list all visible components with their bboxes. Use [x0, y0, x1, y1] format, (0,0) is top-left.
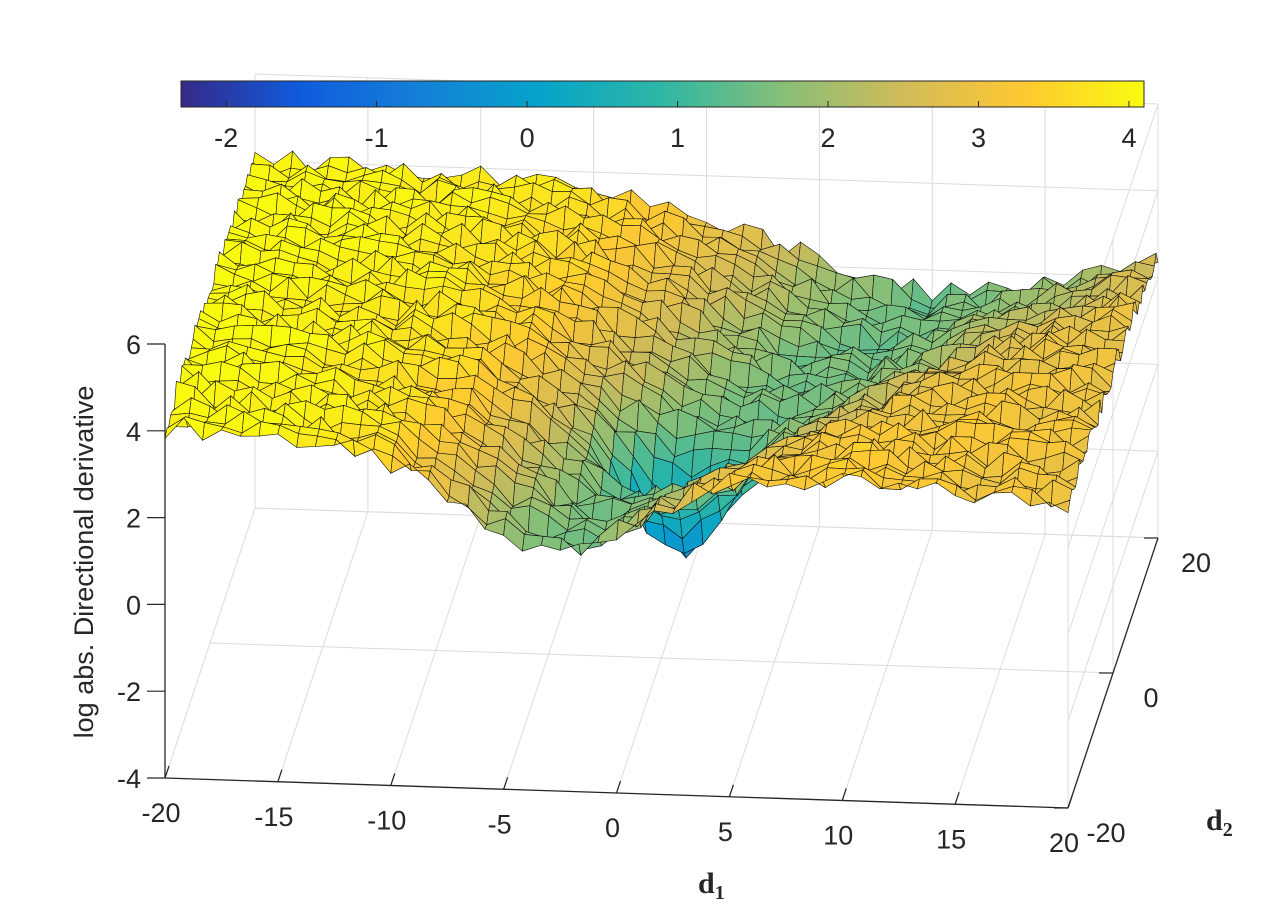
- x-axis-title: d1: [698, 867, 725, 904]
- surface-facet: [378, 295, 401, 321]
- y-tick-label: 20: [1181, 548, 1211, 578]
- surface-facet: [232, 324, 254, 340]
- surface-facet: [632, 335, 655, 353]
- colorbar-tick-label: 4: [1121, 123, 1136, 153]
- colorbar-tick-label: 2: [821, 123, 836, 153]
- z-tick-label: 6: [126, 330, 141, 360]
- x-tick-label: -15: [254, 802, 293, 832]
- surface-facet: [390, 327, 412, 342]
- y-tick-label: 0: [1143, 683, 1158, 713]
- surface-facet: [243, 290, 265, 311]
- z-tick-label: 4: [126, 417, 141, 447]
- colorbar-tick-label: -1: [365, 123, 389, 153]
- x-tick-mark: [1067, 795, 1073, 809]
- surface-facet: [522, 534, 544, 552]
- x-tick-label: 10: [823, 821, 853, 851]
- surface-facet: [333, 439, 356, 458]
- z-tick-label: 2: [126, 504, 141, 534]
- colorbar: -2 -1 0 1 2 3 4: [180, 80, 1145, 153]
- surface-facet: [258, 360, 281, 385]
- surface-facet: [437, 441, 459, 456]
- surface-facet: [702, 226, 724, 238]
- surface-facet: [986, 281, 1008, 293]
- colorbar-tick-label: 0: [520, 123, 535, 153]
- colorbar-tick-label: -2: [214, 123, 238, 153]
- surface-facet: [1048, 499, 1071, 514]
- axis-labels: log abs. Directional derivative d1 d2: [69, 386, 1233, 904]
- x-tick-label: 15: [936, 824, 966, 854]
- x-tick-mark: [503, 777, 509, 790]
- surface-facet: [572, 320, 595, 346]
- y-axis-title: d2: [1206, 804, 1233, 841]
- colorbar-gradient: [180, 80, 1145, 108]
- x-tick-mark: [728, 784, 734, 797]
- surface-facet: [296, 433, 318, 448]
- surface-facet: [561, 458, 583, 475]
- z-tick-label: 0: [126, 590, 141, 620]
- z-tick-label: -4: [117, 764, 141, 794]
- z-tick-label: -2: [117, 677, 141, 707]
- x-tick-mark: [841, 788, 847, 801]
- x-tick-label: 5: [718, 817, 733, 847]
- surface-facet: [540, 535, 563, 551]
- surface-facet: [917, 478, 939, 490]
- x-tick-mark: [390, 773, 396, 786]
- y-tick-label: -20: [1086, 818, 1125, 848]
- x-tick-mark: [164, 765, 170, 779]
- surface-facet: [621, 218, 643, 227]
- x-tick-label: -10: [367, 806, 406, 836]
- x-tick-mark: [615, 780, 622, 794]
- x-tick-mark: [277, 769, 283, 782]
- x-tick-label: 20: [1049, 828, 1079, 858]
- z-axis-title: log abs. Directional derivative: [69, 386, 99, 739]
- colorbar-tick-label: 1: [670, 123, 685, 153]
- colorbar-tick-label: 3: [971, 123, 986, 153]
- surface-facet: [711, 430, 734, 451]
- surface-facet: [783, 313, 805, 322]
- surface-facet: [358, 367, 380, 382]
- surface-facet: [1011, 485, 1033, 507]
- x-tick-label: 0: [605, 813, 620, 843]
- x-tick-label: -5: [488, 809, 512, 839]
- surface-facet: [766, 479, 789, 488]
- x-tick-mark: [954, 792, 960, 805]
- x-tick-label: -20: [141, 798, 180, 828]
- surface-mesh: [164, 150, 1159, 559]
